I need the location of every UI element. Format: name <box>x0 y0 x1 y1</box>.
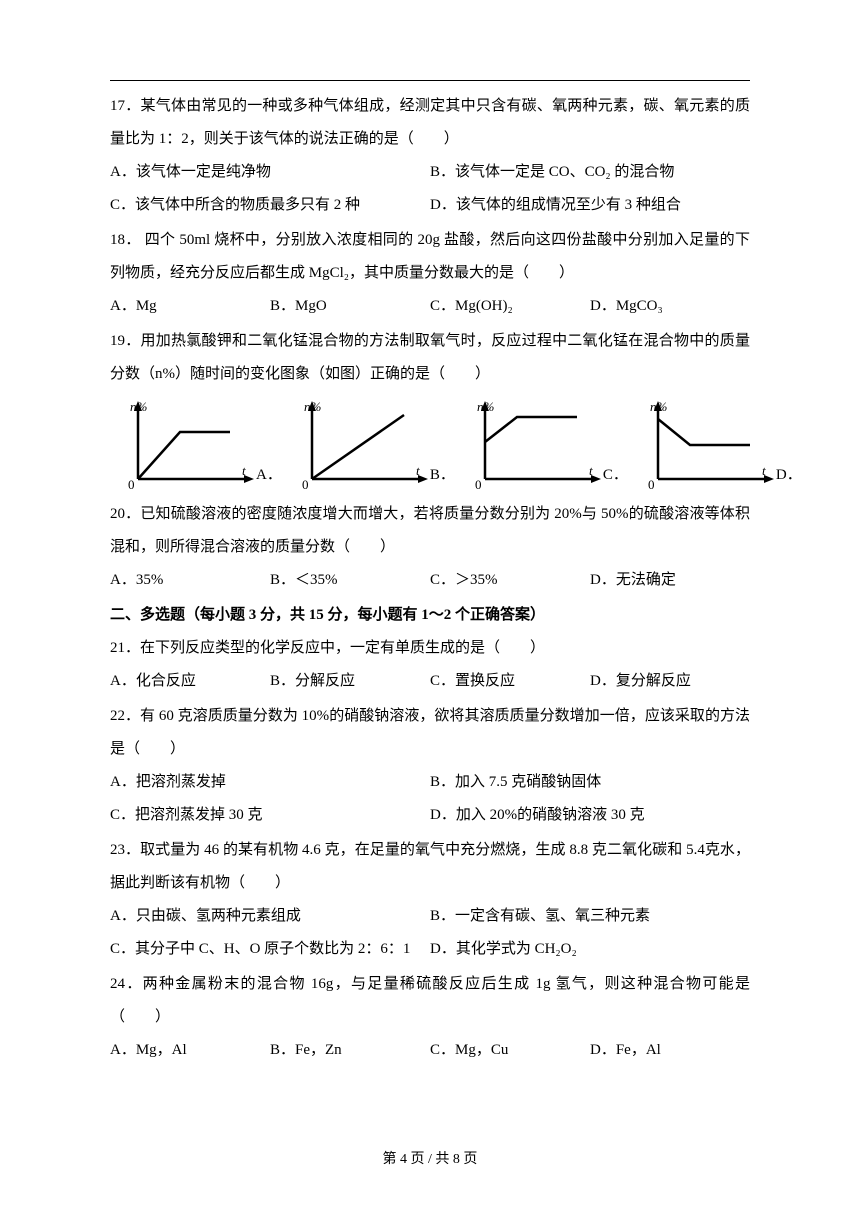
q22-optD: D．加入 20%的硝酸钠溶液 30 克 <box>430 799 750 832</box>
q24-optB: B．Fe，Zn <box>270 1034 430 1067</box>
q22-text: 22．有 60 克溶质质量分数为 10%的硝酸钠溶液，欲将其溶质质量分数增加一倍… <box>110 700 750 766</box>
q21-optD: D．复分解反应 <box>590 665 750 698</box>
question-18: 18． 四个 50ml 烧杯中，分别放入浓度相同的 20g 盐酸，然后向这四份盐… <box>110 224 750 323</box>
q19-labelB: B． <box>430 459 455 492</box>
q19-labelA: A． <box>256 459 282 492</box>
svg-text:t: t <box>242 463 246 478</box>
q17-text: 17．某气体由常见的一种或多种气体组成，经测定其中只含有碳、氧两种元素，碳、氧元… <box>110 90 750 156</box>
q22-optB: B．加入 7.5 克硝酸钠固体 <box>430 766 750 799</box>
svg-text:t: t <box>589 463 593 478</box>
question-23: 23．取式量为 46 的某有机物 4.6 克，在足量的氧气中充分燃烧，生成 8.… <box>110 834 750 966</box>
q23-optB: B．一定含有碳、氢、氧三种元素 <box>430 900 750 933</box>
question-17: 17．某气体由常见的一种或多种气体组成，经测定其中只含有碳、氧两种元素，碳、氧元… <box>110 90 750 222</box>
question-22: 22．有 60 克溶质质量分数为 10%的硝酸钠溶液，欲将其溶质质量分数增加一倍… <box>110 700 750 832</box>
q19-charts: n% 0 t A． n% 0 <box>110 397 750 492</box>
q18-text: 18． 四个 50ml 烧杯中，分别放入浓度相同的 20g 盐酸，然后向这四份盐… <box>110 224 750 290</box>
q23-optD: D．其化学式为 CH₂O₂ <box>430 933 750 966</box>
q18-optB: B．MgO <box>270 290 430 323</box>
q24-optD: D．Fe，Al <box>590 1034 750 1067</box>
chart-b-svg: n% 0 t <box>284 397 434 492</box>
q17-optD: D．该气体的组成情况至少有 3 种组合 <box>430 189 750 222</box>
q24-optC: C．Mg，Cu <box>430 1034 590 1067</box>
page-top-rule <box>110 80 750 81</box>
chart-a-svg: n% 0 t <box>110 397 260 492</box>
q21-optA: A．化合反应 <box>110 665 270 698</box>
q17-optB: B．该气体一定是 CO、CO₂ 的混合物 <box>430 156 750 189</box>
q17-optA: A．该气体一定是纯净物 <box>110 156 430 189</box>
section-2-title: 二、多选题（每小题 3 分，共 15 分，每小题有 1～2 个正确答案） <box>110 599 750 632</box>
svg-text:t: t <box>762 463 766 478</box>
q19-labelC: C． <box>603 459 628 492</box>
q20-optA: A．35% <box>110 564 270 597</box>
q19-chartD: n% 0 t D． <box>630 397 802 492</box>
q21-optB: B．分解反应 <box>270 665 430 698</box>
q19-labelD: D． <box>776 459 802 492</box>
q23-text: 23．取式量为 46 的某有机物 4.6 克，在足量的氧气中充分燃烧，生成 8.… <box>110 834 750 900</box>
q18-optA: A．Mg <box>110 290 270 323</box>
q22-optC: C．把溶剂蒸发掉 30 克 <box>110 799 430 832</box>
q23-optC: C．其分子中 C、H、O 原子个数比为 2：6：1 <box>110 933 430 966</box>
q21-optC: C．置换反应 <box>430 665 590 698</box>
page-footer: 第 4 页 / 共 8 页 <box>0 1145 860 1176</box>
q18-optC: C．Mg(OH)₂ <box>430 290 590 323</box>
q20-optB: B．＜35% <box>270 564 430 597</box>
chart-c-svg: n% 0 t <box>457 397 607 492</box>
q23-optA: A．只由碳、氢两种元素组成 <box>110 900 430 933</box>
q20-text: 20．已知硫酸溶液的密度随浓度增大而增大，若将质量分数分别为 20%与 50%的… <box>110 498 750 564</box>
svg-text:t: t <box>416 463 420 478</box>
q21-text: 21．在下列反应类型的化学反应中，一定有单质生成的是（ ） <box>110 632 750 665</box>
q20-optC: C．＞35% <box>430 564 590 597</box>
q20-optD: D．无法确定 <box>590 564 750 597</box>
q19-chartB: n% 0 t B． <box>284 397 455 492</box>
svg-text:0: 0 <box>648 477 655 492</box>
q19-chartA: n% 0 t A． <box>110 397 282 492</box>
q20-options: A．35% B．＜35% C．＞35% D．无法确定 <box>110 564 750 597</box>
q17-optC: C．该气体中所含的物质最多只有 2 种 <box>110 189 430 222</box>
q24-options: A．Mg，Al B．Fe，Zn C．Mg，Cu D．Fe，Al <box>110 1034 750 1067</box>
q22-options: A．把溶剂蒸发掉 B．加入 7.5 克硝酸钠固体 C．把溶剂蒸发掉 30 克 D… <box>110 766 750 832</box>
q18-optD: D．MgCO₃ <box>590 290 750 323</box>
chart-d-svg: n% 0 t <box>630 397 780 492</box>
svg-text:0: 0 <box>302 477 309 492</box>
question-24: 24．两种金属粉末的混合物 16g，与足量稀硫酸反应后生成 1g 氢气，则这种混… <box>110 968 750 1067</box>
question-20: 20．已知硫酸溶液的密度随浓度增大而增大，若将质量分数分别为 20%与 50%的… <box>110 498 750 597</box>
question-19: 19．用加热氯酸钾和二氧化锰混合物的方法制取氧气时，反应过程中二氧化锰在混合物中… <box>110 325 750 492</box>
q24-text: 24．两种金属粉末的混合物 16g，与足量稀硫酸反应后生成 1g 氢气，则这种混… <box>110 968 750 1034</box>
q18-options: A．Mg B．MgO C．Mg(OH)₂ D．MgCO₃ <box>110 290 750 323</box>
page-content: 17．某气体由常见的一种或多种气体组成，经测定其中只含有碳、氧两种元素，碳、氧元… <box>110 90 750 1067</box>
q19-chartC: n% 0 t C． <box>457 397 628 492</box>
q22-optA: A．把溶剂蒸发掉 <box>110 766 430 799</box>
q24-optA: A．Mg，Al <box>110 1034 270 1067</box>
q17-options: A．该气体一定是纯净物 B．该气体一定是 CO、CO₂ 的混合物 C．该气体中所… <box>110 156 750 222</box>
question-21: 21．在下列反应类型的化学反应中，一定有单质生成的是（ ） A．化合反应 B．分… <box>110 632 750 698</box>
q23-options: A．只由碳、氢两种元素组成 B．一定含有碳、氢、氧三种元素 C．其分子中 C、H… <box>110 900 750 966</box>
q19-text: 19．用加热氯酸钾和二氧化锰混合物的方法制取氧气时，反应过程中二氧化锰在混合物中… <box>110 325 750 391</box>
svg-text:0: 0 <box>475 477 482 492</box>
svg-text:0: 0 <box>128 477 135 492</box>
q21-options: A．化合反应 B．分解反应 C．置换反应 D．复分解反应 <box>110 665 750 698</box>
